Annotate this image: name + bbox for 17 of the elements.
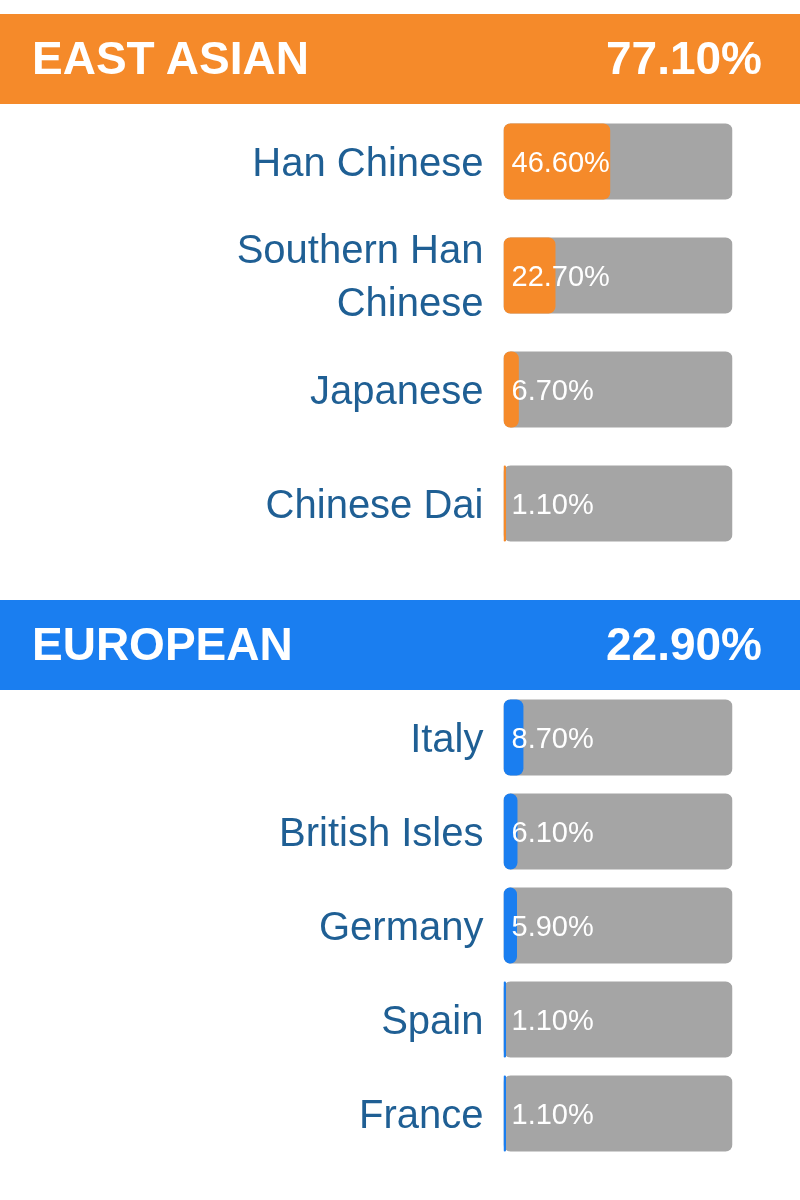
data-label: 1.10% — [511, 487, 594, 520]
y-tick-label: Han Chinese — [252, 139, 484, 184]
y-tick-label: Southern Han Chinese — [236, 227, 484, 324]
text: 77.10% — [605, 31, 762, 87]
text: 22.90% — [605, 617, 762, 673]
y-tick-label: Chinese Dai — [265, 481, 484, 526]
chart-title: EAST ASIAN — [32, 31, 309, 87]
y-tick-label: Japanese — [310, 367, 484, 412]
y-tick-label: Italy — [410, 715, 484, 760]
y-tick-label: Germany — [319, 903, 484, 948]
y-tick-label: British Isles — [279, 809, 484, 854]
data-label: 46.60% — [511, 145, 610, 178]
y-tick-label: Spain — [381, 997, 484, 1042]
data-label: 1.10% — [511, 1097, 594, 1130]
data-label: 1.10% — [511, 1003, 594, 1036]
chart-title: EUROPEAN — [32, 617, 293, 673]
y-tick-label: France — [359, 1091, 484, 1136]
